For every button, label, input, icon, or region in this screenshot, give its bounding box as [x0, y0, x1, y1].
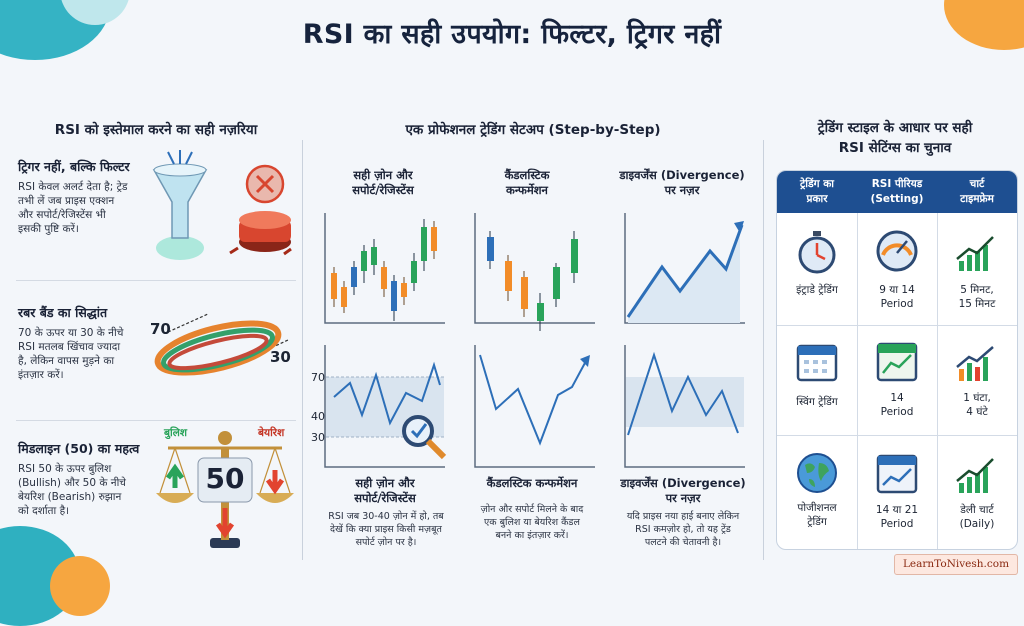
stopwatch-icon — [798, 231, 836, 274]
filter-heading: ट्रिगर नहीं, बल्कि फिल्टर — [18, 159, 130, 174]
divider — [302, 140, 303, 560]
table-row: 14 Period — [880, 392, 914, 418]
rsi-level-40: 40 — [311, 410, 325, 423]
candles-chart-2 — [487, 231, 578, 331]
settings-table: ट्रेडिंग का प्रकार RSI पीरियड (Setting) चा… — [776, 170, 1018, 550]
rubber-band-heading: रबर बैंड का सिद्धांत — [18, 305, 108, 320]
band-label-70: 70 — [150, 320, 171, 338]
right-heading: ट्रेडिंग स्टाइल के आधार पर सही RSI सेटिंग… — [817, 120, 973, 156]
corner-decoration — [50, 556, 110, 616]
rsi-level-30: 30 — [311, 431, 325, 444]
table-row: स्विंग ट्रेडिंग — [796, 396, 838, 408]
step-top-title: डाइवर्जेंस (Divergence) पर नज़र — [619, 168, 745, 197]
column-header: RSI पीरियड (Setting) — [870, 178, 924, 205]
rubber-band-icon — [154, 313, 289, 376]
rsi-level-70: 70 — [311, 371, 325, 384]
page-title: RSI का सही उपयोग: फिल्टर, ट्रिगर नहीं — [302, 19, 722, 50]
calendar-chart-icon — [876, 342, 918, 382]
divider — [763, 140, 764, 560]
rubber-band-text: 70 के ऊपर या 30 के नीचे RSI मतलब खिंचाव ज… — [18, 327, 124, 381]
scale-icon — [156, 431, 294, 548]
middle-heading: एक प्रोफेशनल ट्रेडिंग सेटअप (Step-by-Ste… — [405, 122, 661, 138]
step-title: कैंडलस्टिक कन्फर्मेशन — [486, 476, 578, 490]
midline-50: 50 — [205, 462, 245, 495]
table-row: पोजीशनल ट्रेडिंग — [797, 502, 837, 528]
candles-chart-1 — [331, 219, 437, 321]
watermark: LearnToNivesh.com — [894, 554, 1018, 575]
midline-text: RSI 50 के ऊपर बुलिश (Bullish) और 50 के नी… — [18, 463, 126, 517]
globe-icon — [797, 453, 837, 493]
step-title: डाइवर्जेंस (Divergence) पर नज़र — [620, 476, 746, 505]
table-row: 9 या 14 Period — [879, 284, 915, 310]
table-row: इंट्राडे ट्रेडिंग — [796, 284, 838, 296]
funnel-icon — [152, 150, 292, 260]
step-text: RSI जब 30-40 ज़ोन में हो, तब देखें कि क्य… — [328, 511, 444, 548]
step-text: यदि प्राइस नया हाई बनाए लेकिन RSI कमज़ोर … — [626, 511, 740, 548]
table-row: 5 मिनट, 15 मिनट — [958, 284, 996, 310]
column-header: चार्ट टाइमफ्रेम — [960, 178, 994, 205]
divider — [937, 213, 938, 549]
step-top-title: सही ज़ोन और सपोर्ट/रेजिस्टेंस — [352, 168, 414, 197]
divider — [777, 325, 1017, 326]
trend-chart-icon — [956, 458, 994, 493]
step-title: सही ज़ोन और सपोर्ट/रेजिस्टेंस — [354, 476, 416, 505]
table-header — [777, 171, 1017, 213]
divider — [16, 280, 296, 281]
band-label-30: 30 — [270, 348, 291, 366]
table-row: 1 घंटा, 4 घंटे — [963, 392, 991, 418]
bar-chart-icon — [956, 346, 994, 381]
midline-heading: मिडलाइन (50) का महत्व — [18, 441, 140, 456]
table-row: डेली चार्ट (Daily) — [959, 504, 995, 530]
trend-chart-icon — [956, 236, 994, 271]
divider — [777, 435, 1017, 436]
calendar-icon — [796, 344, 838, 382]
left-heading: RSI को इस्तेमाल करने का सही नज़रिया — [54, 122, 258, 138]
table-row: 14 या 21 Period — [875, 504, 919, 530]
step-charts — [324, 213, 745, 468]
bearish-label: बेयरिश — [258, 427, 285, 439]
divider — [16, 420, 296, 421]
calendar-chart-icon — [876, 454, 918, 494]
gauge-icon — [876, 230, 918, 272]
step-top-title: कैंडलस्टिक कन्फर्मेशन — [504, 168, 550, 197]
column-header: ट्रेडिंग का प्रकार — [800, 178, 834, 205]
filter-text: RSI केवल अलर्ट देता है; ट्रेड तभी लें जब … — [18, 181, 128, 235]
bullish-label: बुलिश — [164, 427, 187, 439]
divider — [857, 213, 858, 549]
step-text: ज़ोन और सपोर्ट मिलने के बाद एक बुलिश या ब… — [480, 504, 584, 541]
